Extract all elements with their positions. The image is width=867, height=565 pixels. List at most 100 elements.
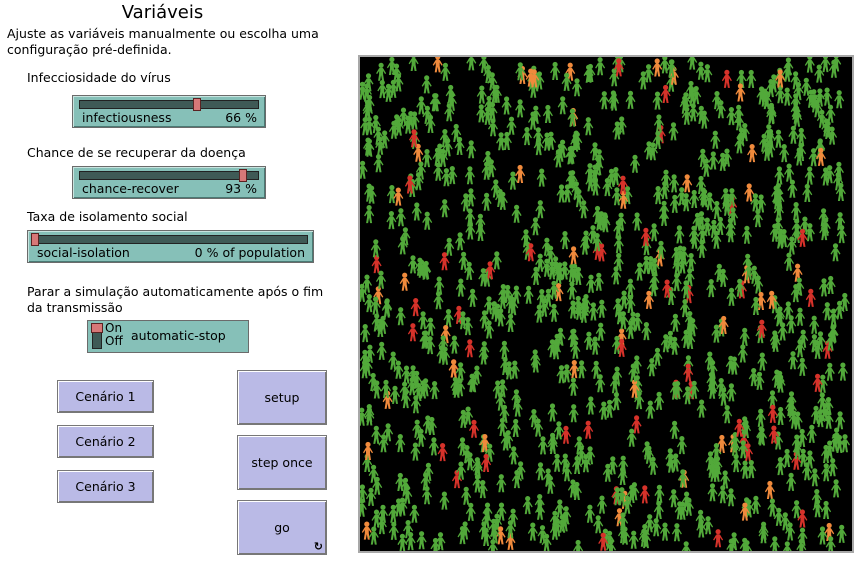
slider-name: infectiousness <box>82 110 172 125</box>
person-agent <box>689 189 700 208</box>
person-agent <box>726 488 736 507</box>
person-agent <box>804 166 815 185</box>
person-agent <box>795 307 805 326</box>
scenario-1-button[interactable]: Cenário 1 <box>57 380 154 413</box>
person-agent <box>788 125 799 144</box>
person-agent <box>595 374 606 393</box>
person-agent <box>651 518 662 537</box>
person-agent <box>764 480 775 499</box>
person-agent <box>364 205 375 224</box>
person-agent <box>773 507 784 526</box>
person-agent <box>748 368 759 387</box>
person-agent <box>464 339 475 358</box>
person-agent <box>739 327 750 346</box>
person-agent <box>659 57 670 74</box>
person-agent <box>409 504 420 523</box>
person-agent <box>791 500 802 519</box>
person-agent <box>376 341 387 360</box>
person-agent <box>669 420 680 439</box>
intro-text: Ajuste as variáveis manualmente ou escol… <box>7 26 319 57</box>
person-agent <box>804 57 815 73</box>
person-agent <box>827 458 838 477</box>
step-once-button[interactable]: step once <box>237 435 327 490</box>
slider-track[interactable] <box>79 171 259 180</box>
person-agent <box>653 500 664 519</box>
person-agent <box>791 202 802 221</box>
person-agent <box>824 362 835 381</box>
person-agent <box>371 255 382 274</box>
person-agent <box>475 222 486 241</box>
person-agent <box>669 174 680 193</box>
person-agent <box>557 96 568 115</box>
slider-thumb[interactable] <box>238 169 247 182</box>
person-agent <box>377 80 388 99</box>
slider-thumb[interactable] <box>31 233 39 246</box>
person-agent <box>408 57 419 71</box>
world-view[interactable] <box>358 55 854 553</box>
person-agent <box>583 117 594 136</box>
person-agent <box>752 209 763 228</box>
slider-track[interactable] <box>79 100 259 109</box>
person-agent <box>599 91 610 110</box>
setup-button[interactable]: setup <box>237 370 327 425</box>
switch-knob[interactable] <box>91 323 103 333</box>
infectiousness-slider[interactable]: infectiousness 66 % <box>72 95 266 128</box>
person-agent <box>683 363 694 382</box>
person-agent <box>491 251 502 270</box>
person-agent <box>553 421 564 440</box>
person-agent <box>535 462 546 481</box>
person-agent <box>360 484 368 503</box>
slider-thumb[interactable] <box>192 98 201 111</box>
person-agent <box>432 57 443 73</box>
person-agent <box>413 143 424 162</box>
person-agent <box>568 246 579 265</box>
switch-off-label: Off <box>105 334 123 348</box>
person-agent <box>399 272 410 291</box>
person-agent <box>782 541 793 551</box>
person-agent <box>797 357 808 376</box>
page-title: Variáveis <box>121 2 204 23</box>
person-agent <box>668 122 679 141</box>
slider-track[interactable] <box>31 235 308 244</box>
person-agent <box>416 531 427 550</box>
scenario-3-button[interactable]: Cenário 3 <box>57 470 154 503</box>
person-agent <box>802 183 813 202</box>
slider-name: chance-recover <box>82 181 179 196</box>
person-agent <box>536 168 547 187</box>
person-agent <box>797 509 808 528</box>
person-agent <box>625 278 636 297</box>
person-agent <box>567 281 577 300</box>
person-agent <box>809 468 820 487</box>
person-agent <box>530 217 541 236</box>
person-agent <box>654 391 665 410</box>
scenario-2-button[interactable]: Cenário 2 <box>57 425 154 458</box>
person-agent <box>769 536 780 551</box>
person-agent <box>560 231 570 250</box>
person-agent <box>527 522 538 541</box>
chance-recover-slider[interactable]: chance-recover 93 % <box>72 166 266 199</box>
person-agent <box>741 225 752 244</box>
person-agent <box>809 315 820 334</box>
person-agent <box>583 331 594 350</box>
person-agent <box>448 359 459 378</box>
person-agent <box>767 404 778 423</box>
person-agent <box>443 309 454 328</box>
person-agent <box>681 541 692 551</box>
person-agent <box>767 498 778 517</box>
person-agent <box>372 476 383 495</box>
person-agent <box>573 539 584 551</box>
person-agent <box>775 85 786 104</box>
person-agent <box>505 531 516 550</box>
person-agent <box>364 294 375 313</box>
social-isolation-slider[interactable]: social-isolation 0 % of population <box>27 230 314 263</box>
person-agent <box>744 183 755 202</box>
person-agent <box>388 521 399 540</box>
person-agent <box>746 69 757 88</box>
person-agent <box>611 187 622 206</box>
person-agent <box>831 479 842 498</box>
person-agent <box>542 104 553 123</box>
go-button[interactable]: go ↻ <box>237 500 327 555</box>
person-agent <box>499 340 510 359</box>
person-agent <box>814 64 825 83</box>
automatic-stop-switch[interactable]: On Off automatic-stop <box>87 320 249 353</box>
